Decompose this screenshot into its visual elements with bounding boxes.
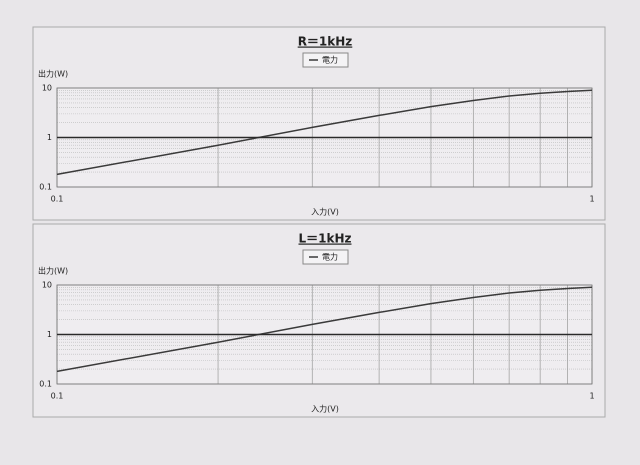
chart: R＝1kHz 0.1 1 10 0.1 1 出力(W) 入力(V) 電力 bbox=[32, 26, 606, 221]
chart-title: L＝1kHz bbox=[298, 232, 351, 246]
y-tick-label: 0.1 bbox=[39, 380, 52, 389]
legend-box bbox=[302, 249, 349, 265]
x-tick-label: 0.1 bbox=[51, 392, 64, 401]
y-axis-label: 出力(W) bbox=[38, 266, 68, 276]
x-axis-label: 入力(V) bbox=[311, 404, 339, 414]
y-tick-label: 10 bbox=[42, 281, 52, 290]
legend-label: 電力 bbox=[322, 252, 338, 262]
x-tick-label: 1 bbox=[589, 392, 594, 401]
chart: L＝1kHz 0.1 1 10 0.1 1 出力(W) 入力(V) 電力 bbox=[32, 223, 606, 418]
y-tick-label: 10 bbox=[42, 84, 52, 93]
y-tick-label: 1 bbox=[47, 133, 52, 142]
chart-title: R＝1kHz bbox=[298, 35, 353, 49]
x-axis-label: 入力(V) bbox=[311, 207, 339, 217]
y-tick-label: 0.1 bbox=[39, 183, 52, 192]
x-tick-label: 0.1 bbox=[51, 195, 64, 204]
legend-box bbox=[302, 52, 349, 68]
x-tick-label: 1 bbox=[589, 195, 594, 204]
data-line bbox=[56, 89, 593, 176]
legend: 電力 bbox=[302, 249, 349, 265]
data-line bbox=[56, 286, 593, 373]
legend: 電力 bbox=[302, 52, 349, 68]
y-tick-label: 1 bbox=[47, 330, 52, 339]
legend-label: 電力 bbox=[322, 55, 338, 65]
y-axis-label: 出力(W) bbox=[38, 69, 68, 79]
